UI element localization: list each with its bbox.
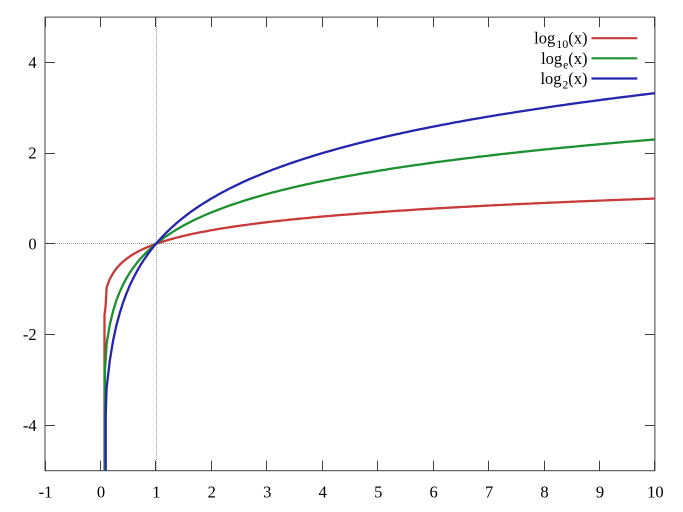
svg-text:-2: -2: [23, 325, 37, 344]
svg-text:log e(x): log e(x): [541, 49, 587, 72]
svg-text:10: 10: [647, 482, 664, 501]
svg-text:3: 3: [263, 482, 271, 501]
svg-text:6: 6: [429, 482, 437, 501]
svg-text:2: 2: [28, 144, 36, 163]
svg-text:0: 0: [28, 234, 36, 253]
svg-text:0: 0: [97, 482, 105, 501]
svg-text:-4: -4: [23, 416, 37, 435]
svg-text:1: 1: [152, 482, 160, 501]
svg-text:2: 2: [208, 482, 216, 501]
svg-text:4: 4: [28, 53, 36, 72]
svg-text:5: 5: [374, 482, 382, 501]
svg-text:7: 7: [485, 482, 493, 501]
svg-text:8: 8: [540, 482, 548, 501]
svg-text:4: 4: [319, 482, 327, 501]
svg-text:log 2(x): log 2(x): [540, 69, 587, 92]
svg-text:-1: -1: [39, 482, 53, 501]
svg-text:log 10(x): log 10(x): [534, 29, 587, 52]
svg-text:9: 9: [596, 482, 604, 501]
